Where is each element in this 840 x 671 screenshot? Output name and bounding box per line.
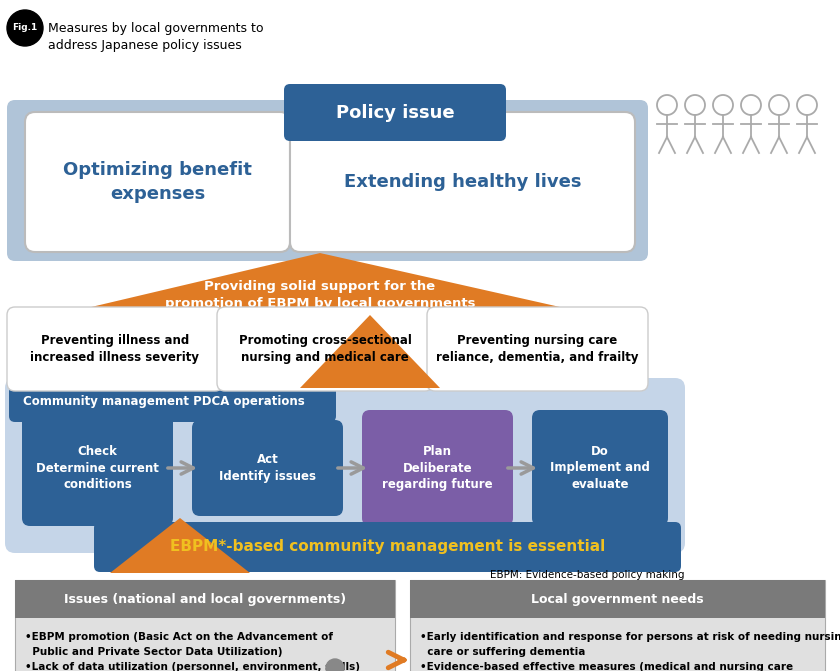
Text: Local government needs: Local government needs [531,592,704,605]
Text: Extending healthy lives: Extending healthy lives [344,173,581,191]
Text: Preventing illness and
increased illness severity: Preventing illness and increased illness… [30,334,200,364]
Text: Fig.1: Fig.1 [13,23,38,32]
Circle shape [7,10,43,46]
FancyBboxPatch shape [362,410,513,526]
Text: Providing solid support for the
promotion of EBPM by local governments: Providing solid support for the promotio… [165,280,475,310]
FancyBboxPatch shape [7,307,223,391]
Text: Community management PDCA operations: Community management PDCA operations [23,395,305,409]
Bar [15,323,640,381]
Text: Check
Determine current
conditions: Check Determine current conditions [36,445,159,491]
FancyBboxPatch shape [9,382,336,422]
FancyBboxPatch shape [5,378,685,553]
Bar [410,580,825,671]
Text: Preventing nursing care
reliance, dementia, and frailty: Preventing nursing care reliance, dement… [436,334,638,364]
Bar [410,580,825,618]
FancyBboxPatch shape [94,522,681,572]
FancyBboxPatch shape [22,410,173,526]
FancyBboxPatch shape [7,100,648,261]
FancyBboxPatch shape [532,410,668,526]
Polygon shape [110,518,250,573]
Text: Act
Identify issues: Act Identify issues [219,453,316,482]
Text: EBPM*-based community management is essential: EBPM*-based community management is esse… [170,539,605,554]
FancyBboxPatch shape [427,307,648,391]
Text: •Early identification and response for persons at risk of needing nursing
  care: •Early identification and response for p… [420,632,840,671]
Text: Policy issue: Policy issue [336,103,454,121]
Text: Promoting cross-sectional
nursing and medical care: Promoting cross-sectional nursing and me… [239,334,412,364]
FancyBboxPatch shape [290,112,635,252]
Bar [15,580,395,671]
Polygon shape [300,315,440,388]
FancyBboxPatch shape [25,112,290,252]
FancyBboxPatch shape [192,420,343,516]
Polygon shape [15,253,640,325]
Text: Plan
Deliberate
regarding future: Plan Deliberate regarding future [382,445,493,491]
Text: •EBPM promotion (Basic Act on the Advancement of
  Public and Private Sector Dat: •EBPM promotion (Basic Act on the Advanc… [25,632,360,671]
FancyBboxPatch shape [284,84,506,141]
FancyBboxPatch shape [217,307,433,391]
Circle shape [326,659,344,671]
Bar [15,580,395,618]
Text: EBPM: Evidence-based policy making: EBPM: Evidence-based policy making [490,570,685,580]
Text: Issues (national and local governments): Issues (national and local governments) [64,592,346,605]
Text: Measures by local governments to
address Japanese policy issues: Measures by local governments to address… [48,22,264,52]
Text: Do
Implement and
evaluate: Do Implement and evaluate [550,445,650,491]
Text: Optimizing benefit
expenses: Optimizing benefit expenses [63,161,252,203]
